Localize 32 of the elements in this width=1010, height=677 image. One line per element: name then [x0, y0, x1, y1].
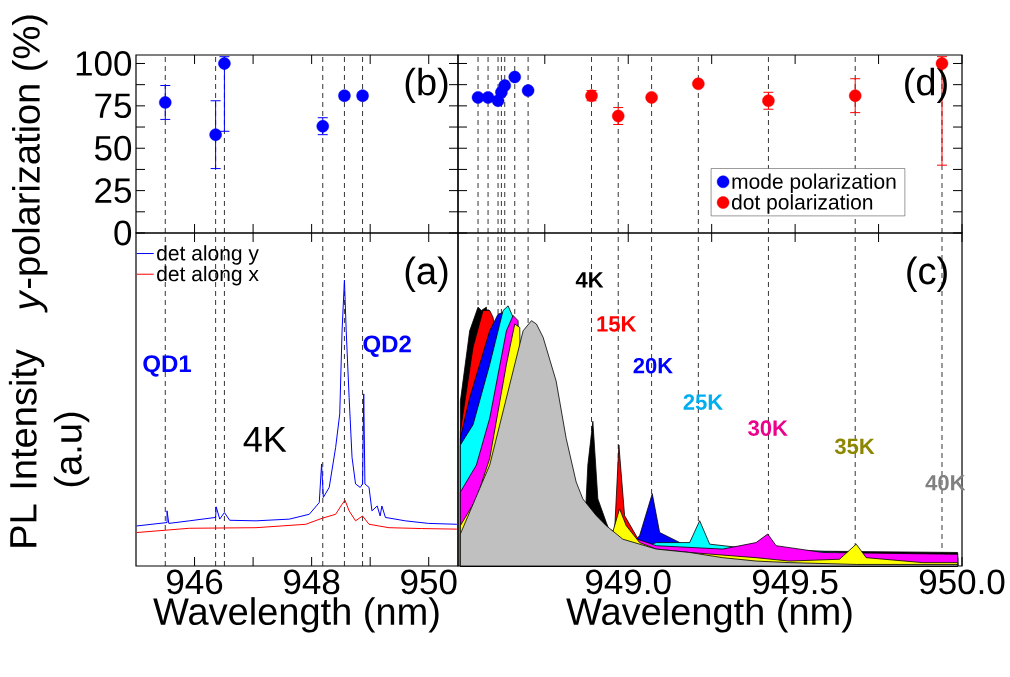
y-tick-label: 100: [76, 51, 132, 76]
annotation: 4K: [243, 427, 287, 452]
x-tick-label: 946: [166, 569, 223, 595]
annotation: QD2: [363, 335, 411, 357]
legend-label: dot polarization: [731, 194, 873, 214]
y-tick-label: 25: [95, 178, 132, 204]
y-axis-title: PL Intensity (a.u): [8, 349, 90, 547]
annotation: (d): [905, 67, 947, 104]
annotation: (b): [405, 67, 448, 104]
legend-label: det along x: [157, 265, 259, 286]
text: (c): [907, 256, 947, 292]
y-axis-title: y-polarization (%): [12, 15, 48, 313]
annotation: 30K: [748, 420, 788, 436]
annotation: 25K: [683, 394, 723, 410]
annotation: 20K: [633, 357, 673, 374]
annotation: 35K: [834, 438, 875, 455]
y-tick-label: 0: [114, 220, 132, 246]
legend-label: mode polarization: [732, 173, 896, 194]
x-axis-title: Wavelength (nm): [153, 597, 439, 633]
x-tick-label: 948: [284, 569, 340, 595]
annotation: QD1: [143, 355, 192, 377]
annotation: (a): [405, 256, 448, 292]
annotation: 15K: [597, 316, 637, 332]
legend-label: det along y: [157, 245, 259, 265]
x-tick-label: 950: [401, 569, 457, 595]
y-tick-label: 75: [95, 93, 132, 119]
y-tick-label: 50: [94, 135, 132, 161]
x-tick-label: 949.0: [586, 569, 671, 595]
x-axis-title: Wavelength (nm): [566, 597, 852, 633]
x-tick-label: 950.0: [919, 569, 1005, 595]
x-tick-label: 949.5: [752, 569, 838, 595]
annotation: 4K: [575, 272, 604, 288]
